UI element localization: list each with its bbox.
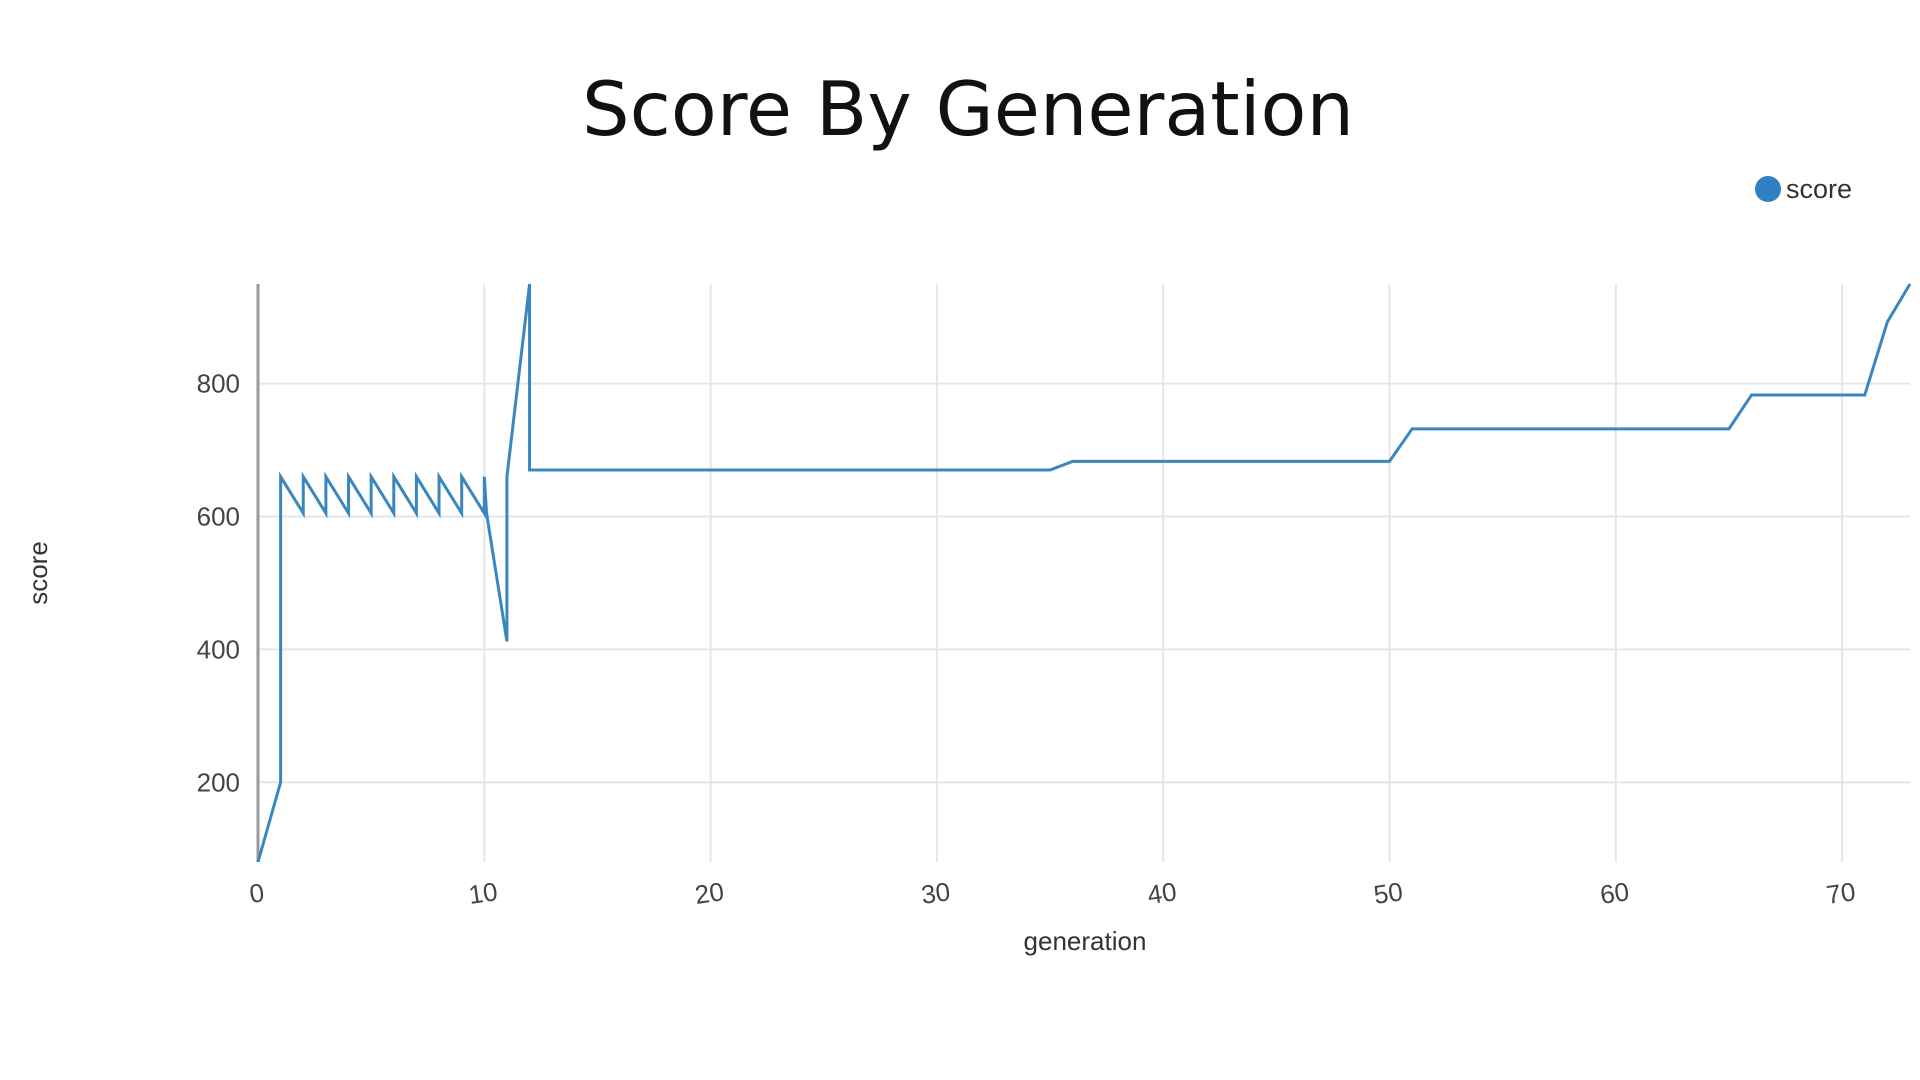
x-tick-label-20: 20 (693, 876, 726, 910)
y-tick-label-600: 600 (197, 502, 240, 532)
x-tick-label-50: 50 (1372, 876, 1405, 910)
y-tick-label-800: 800 (197, 369, 240, 399)
grid-lines (258, 284, 1910, 862)
y-tick-label-400: 400 (197, 634, 240, 664)
legend-label-score: score (1786, 174, 1852, 204)
legend-swatch-score (1755, 176, 1781, 202)
series-line-score (256, 283, 1912, 863)
x-tick-label-0: 0 (247, 877, 266, 909)
x-tick-label-70: 70 (1824, 876, 1857, 910)
y-tick-labels: 200 400 600 800 (197, 369, 240, 798)
series-layer (256, 283, 1912, 863)
x-tick-labels: 0 10 20 30 40 50 60 70 (247, 876, 1857, 910)
x-tick-label-40: 40 (1146, 876, 1179, 910)
x-axis-label: generation (1024, 926, 1147, 956)
chart-title: Score By Generation (582, 65, 1354, 153)
x-tick-label-60: 60 (1598, 876, 1631, 910)
y-tick-label-200: 200 (197, 767, 240, 797)
legend: score (1755, 174, 1852, 204)
y-axis-label: score (23, 541, 53, 605)
x-tick-label-10: 10 (467, 876, 500, 910)
x-tick-label-30: 30 (919, 876, 952, 910)
